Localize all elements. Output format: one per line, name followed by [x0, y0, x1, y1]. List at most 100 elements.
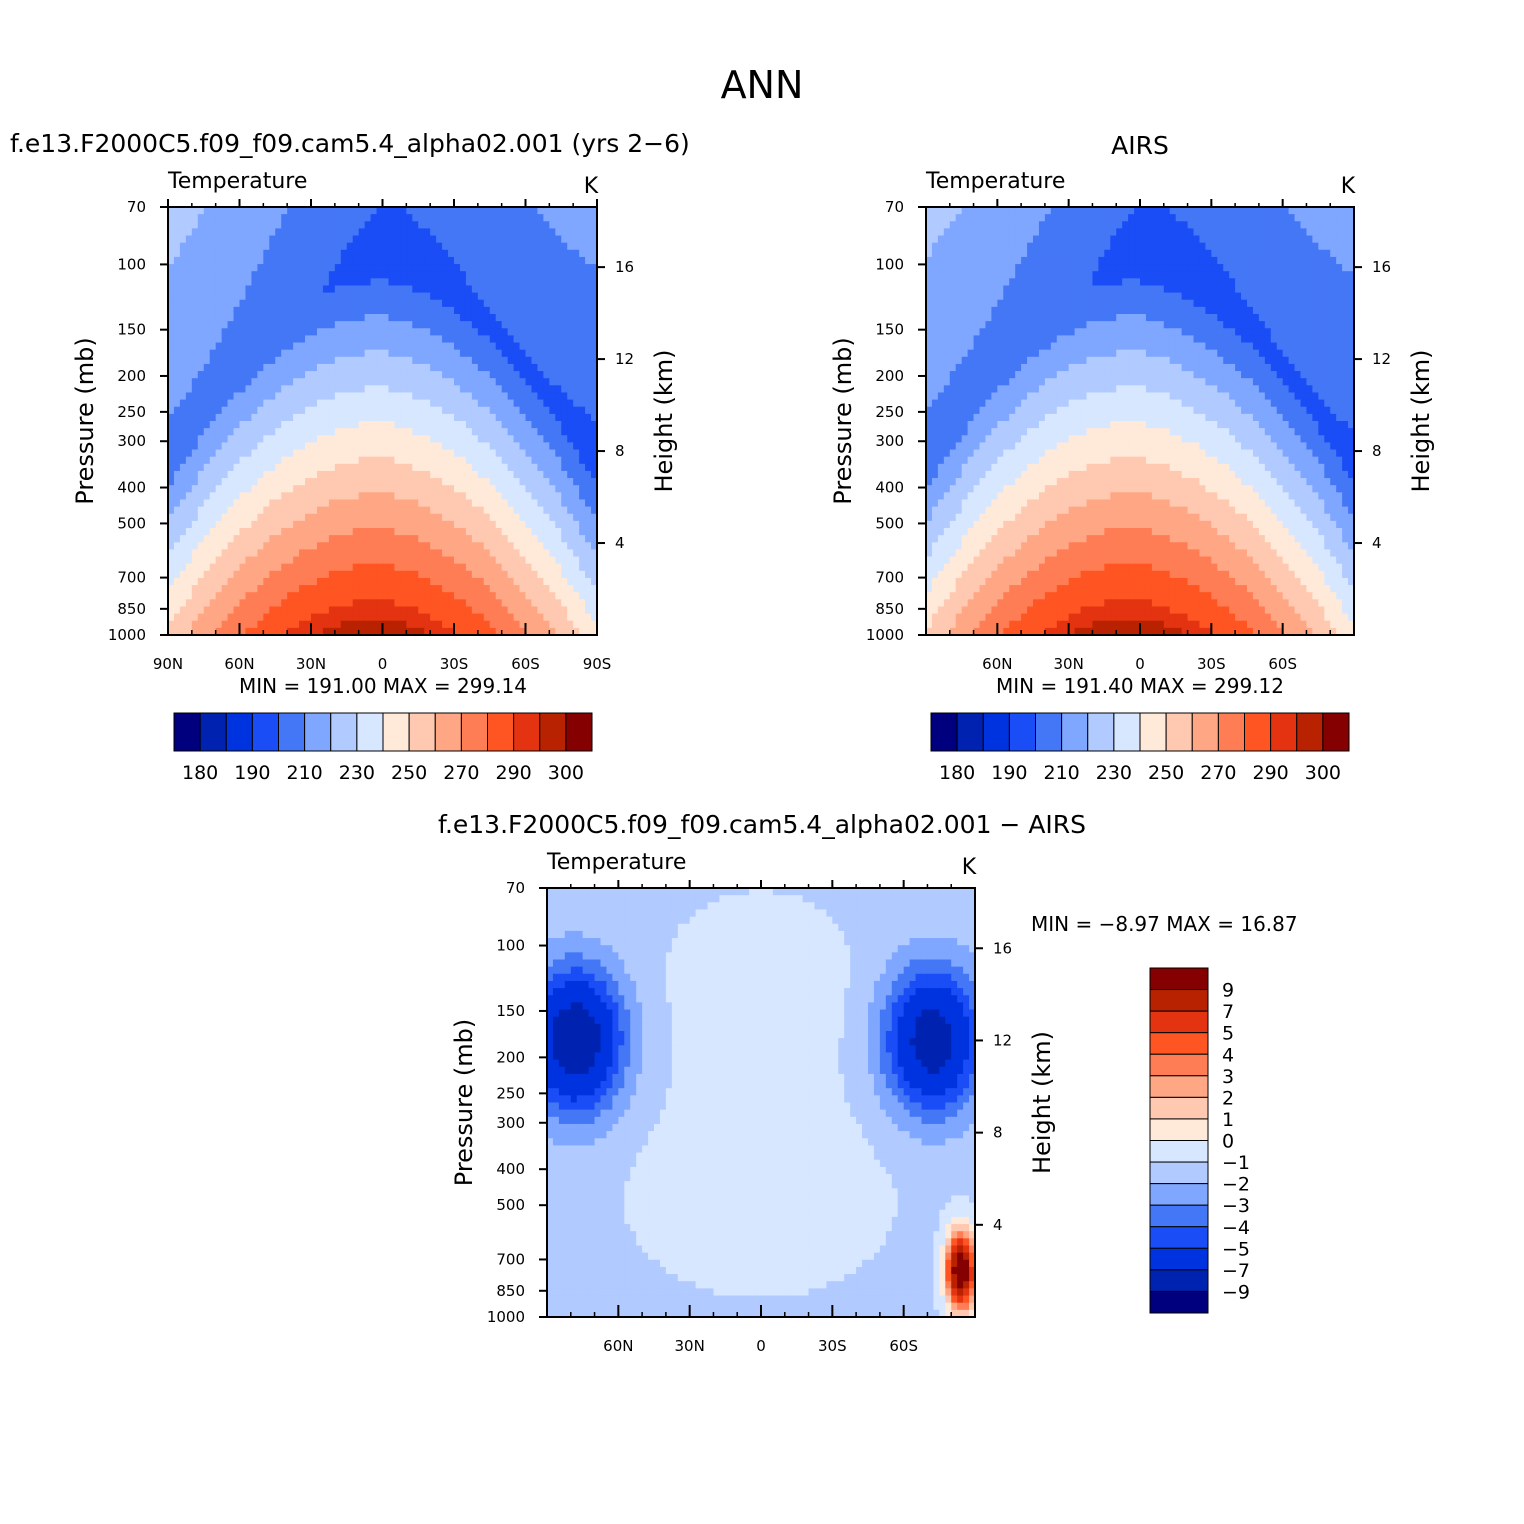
field-model-cell — [322, 328, 330, 336]
field-model-cell — [549, 485, 556, 493]
field-model-cell — [549, 606, 556, 615]
field-model-cell — [459, 520, 467, 529]
field-model-cell — [376, 349, 384, 358]
field-model-cell — [430, 328, 437, 336]
field-model-cell — [394, 520, 401, 529]
field-obs-cell — [991, 235, 998, 244]
field-model-cell — [364, 228, 372, 237]
field-model-cell — [239, 613, 247, 622]
field-model-cell — [430, 599, 437, 608]
field-model-cell — [430, 535, 437, 543]
field-obs-cell — [1169, 207, 1177, 215]
field-model-cell — [287, 406, 294, 415]
field-model-cell — [203, 292, 211, 301]
field-model-cell — [465, 378, 473, 386]
field-model-cell — [340, 570, 348, 579]
field-model-cell — [525, 563, 533, 572]
field-model-cell — [358, 542, 366, 550]
field-model-cell — [525, 371, 533, 379]
field-obs-cell — [1086, 256, 1094, 265]
field-model-cell — [591, 535, 598, 543]
field-model-cell — [287, 449, 294, 458]
field-obs-cell — [967, 256, 975, 265]
field-obs-cell — [1276, 264, 1284, 272]
field-model-cell — [299, 335, 306, 344]
field-obs-cell — [1098, 242, 1105, 251]
field-model-cell — [489, 406, 497, 415]
field-model-cell — [585, 242, 592, 251]
field-model-cell — [370, 406, 378, 415]
field-model-cell — [191, 542, 199, 550]
field-obs-cell — [1229, 249, 1236, 258]
field-model-cell — [305, 485, 312, 493]
field-model-cell — [352, 406, 360, 415]
field-model-cell — [531, 449, 539, 458]
field-obs-cell — [1062, 214, 1070, 222]
field-model-cell — [477, 292, 485, 301]
field-model-cell — [227, 478, 235, 486]
field-model-cell — [352, 570, 360, 579]
field-model-cell — [442, 449, 449, 458]
field-model-cell — [549, 385, 556, 394]
field-obs-cell — [937, 207, 945, 215]
field-obs-cell — [1217, 249, 1224, 258]
field-model-cell — [388, 264, 396, 272]
field-model-cell — [573, 378, 580, 386]
field-obs-cell — [1282, 207, 1290, 215]
field-model-cell — [215, 492, 223, 501]
field-model-cell — [406, 627, 413, 636]
field-model-cell — [525, 620, 533, 629]
field-model-cell — [459, 563, 467, 572]
field-model-cell — [245, 456, 253, 465]
field-model-cell — [454, 256, 461, 265]
field-model-cell — [293, 421, 300, 429]
field-model-cell — [495, 221, 503, 229]
field-model-cell — [340, 485, 348, 493]
field-model-cell — [573, 470, 580, 479]
field-model-cell — [233, 299, 241, 308]
field-model-cell — [531, 627, 539, 636]
field-model-cell — [424, 221, 431, 229]
field-model-cell — [376, 406, 384, 415]
field-model-cell — [442, 271, 449, 279]
field-model-cell — [424, 492, 431, 501]
field-model-cell — [239, 207, 247, 215]
field-model-cell — [269, 306, 276, 315]
field-obs — [926, 207, 1355, 636]
field-model-cell — [275, 520, 282, 529]
field-model-cell — [567, 385, 574, 394]
field-model-cell — [311, 214, 318, 222]
field-model-cell — [418, 228, 425, 237]
field-model-cell — [221, 620, 229, 629]
field-model-cell — [197, 513, 205, 522]
field-model-cell — [448, 256, 455, 265]
field-obs-cell — [1027, 221, 1034, 229]
field-model-cell — [287, 271, 294, 279]
field-model-cell — [495, 549, 503, 558]
field-model-cell — [394, 528, 401, 536]
field-model-cell — [352, 356, 360, 365]
field-model-cell — [245, 435, 253, 443]
field-model-cell — [168, 221, 175, 229]
field-model-cell — [185, 435, 193, 443]
field-model-cell — [591, 577, 598, 586]
field-model-cell — [406, 299, 413, 308]
field-model-cell — [370, 585, 378, 593]
field-model-cell — [209, 271, 217, 279]
field-model-cell — [328, 520, 336, 529]
field-model-cell — [352, 435, 360, 443]
field-obs-cell — [1080, 249, 1088, 258]
field-model-cell — [501, 613, 509, 622]
field-model-cell — [287, 314, 294, 322]
field-model-cell — [340, 613, 348, 622]
field-model-cell — [209, 328, 217, 336]
field-model-cell — [311, 271, 318, 279]
field-model-cell — [168, 314, 175, 322]
field-model-cell — [459, 592, 467, 600]
field-model-cell — [173, 520, 181, 529]
field-model-cell — [209, 606, 217, 615]
field-model-cell — [334, 249, 342, 258]
field-obs-cell — [979, 214, 987, 222]
field-model-cell — [537, 535, 544, 543]
field-model-cell — [537, 627, 544, 636]
